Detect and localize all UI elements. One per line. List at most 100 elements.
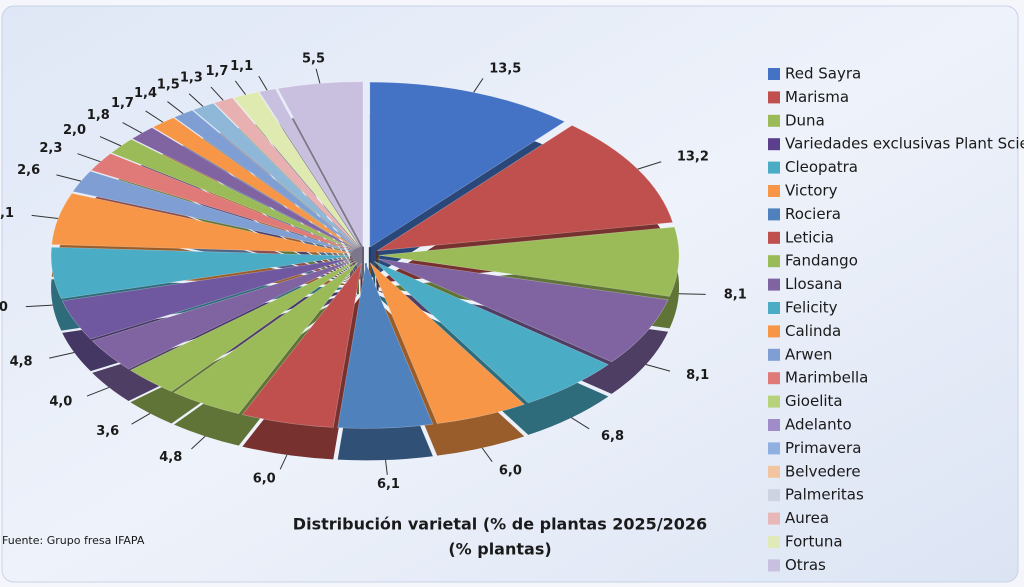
- data-label: 6,0: [0, 300, 8, 315]
- legend-label: Marisma: [785, 88, 849, 106]
- leader-line: [49, 352, 75, 359]
- leader-line: [210, 86, 224, 101]
- data-label: 6,0: [499, 463, 522, 478]
- slice: [369, 81, 566, 248]
- leader-line: [279, 454, 288, 470]
- leader-line: [25, 304, 53, 308]
- slice: [173, 261, 359, 414]
- data-label: 4,0: [49, 394, 72, 409]
- data-label: 2,3: [39, 141, 62, 156]
- legend-label: Red Sayra: [785, 65, 861, 83]
- leader-line: [637, 161, 662, 170]
- data-label: 1,8: [87, 108, 110, 123]
- chart-title: Distribución varietal (% de plantas 2025…: [293, 515, 707, 534]
- data-label: 13,5: [489, 62, 521, 77]
- legend-label: Marimbella: [785, 369, 868, 387]
- leader-line: [315, 68, 321, 84]
- legend-label: Variedades exclusivas Plant Sciences: [785, 135, 1024, 153]
- data-label: 8,1: [686, 368, 709, 383]
- slice: [50, 246, 352, 299]
- data-label: 1,4: [134, 86, 157, 101]
- legend-label: Llosana: [785, 275, 842, 293]
- source-note: Fuente: Grupo fresa IFAPA: [2, 534, 145, 547]
- legend-swatch: [768, 348, 780, 361]
- legend-label: Fandango: [785, 252, 858, 270]
- legend-swatch: [768, 395, 780, 408]
- leader-line: [31, 214, 59, 220]
- leader-line: [131, 412, 151, 425]
- leader-line: [258, 75, 268, 91]
- legend-label: Arwen: [785, 345, 832, 363]
- data-label: 3,6: [96, 424, 119, 439]
- leader-line: [77, 153, 101, 163]
- leader-line: [678, 293, 706, 295]
- data-label: 6,1: [0, 206, 14, 221]
- legend-swatch: [768, 68, 780, 80]
- data-label: 13,2: [677, 149, 709, 164]
- legend-label: Primavera: [785, 439, 861, 457]
- slice-side-face: [361, 246, 364, 279]
- legend-swatch: [768, 114, 780, 127]
- legend-label: Palmeritas: [785, 486, 864, 504]
- legend-swatch: [768, 302, 780, 314]
- data-label: 2,6: [17, 163, 40, 178]
- slice: [374, 261, 609, 404]
- legend-label: Adelanto: [785, 416, 852, 434]
- legend-label: Aurea: [785, 509, 829, 527]
- legend-swatch: [768, 91, 780, 104]
- legend-swatch: [768, 419, 780, 431]
- leader-line: [645, 364, 671, 372]
- legend-swatch: [768, 536, 780, 548]
- slice: [376, 125, 674, 252]
- legend-label: Leticia: [785, 228, 834, 246]
- leader-line: [571, 417, 590, 430]
- data-label: 6,1: [377, 477, 400, 492]
- slice-side-face: [373, 261, 376, 294]
- slice: [232, 91, 360, 248]
- leader-line: [122, 122, 143, 134]
- slice: [213, 97, 359, 248]
- data-label: 5,5: [302, 51, 325, 66]
- legend-swatch: [768, 465, 780, 478]
- data-label: 1,1: [230, 59, 253, 74]
- legend-label: Cleopatra: [785, 158, 858, 176]
- chart-subtitle: (% plantas): [448, 540, 551, 559]
- data-label: 2,0: [63, 123, 86, 138]
- data-label: 6,0: [253, 471, 276, 486]
- slice: [378, 226, 680, 297]
- data-label: 1,5: [157, 78, 180, 93]
- legend-label: Belvedere: [785, 462, 861, 480]
- leader-line: [56, 174, 82, 182]
- slice: [337, 262, 434, 429]
- legend-swatch: [768, 278, 780, 291]
- leader-line: [473, 78, 484, 93]
- data-label: 4,8: [159, 450, 182, 465]
- slice: [72, 170, 353, 252]
- leader-line: [86, 386, 110, 397]
- leader-line: [167, 101, 184, 115]
- slice: [152, 117, 357, 249]
- legend-label: Victory: [785, 182, 838, 200]
- leader-line: [234, 80, 246, 95]
- legend-swatch: [768, 231, 780, 244]
- slice: [110, 138, 355, 250]
- legend-label: Felicity: [785, 299, 838, 317]
- data-label: 6,8: [601, 429, 624, 444]
- legend-label: Calinda: [785, 322, 841, 340]
- legend-swatch: [768, 489, 780, 502]
- slice: [258, 88, 361, 248]
- slice: [61, 257, 353, 340]
- slice: [51, 192, 352, 254]
- slice-side-face: [360, 263, 363, 296]
- data-label: 8,1: [724, 287, 747, 302]
- legend-swatch: [768, 559, 780, 572]
- slice: [173, 109, 358, 249]
- leader-line: [191, 435, 206, 450]
- legend-swatch: [768, 185, 780, 197]
- legend-swatch: [768, 208, 780, 221]
- slice: [377, 258, 669, 363]
- legend-label: Otras: [785, 556, 826, 574]
- leader-line: [385, 459, 388, 475]
- legend-label: Rociera: [785, 205, 841, 223]
- slice: [91, 259, 354, 370]
